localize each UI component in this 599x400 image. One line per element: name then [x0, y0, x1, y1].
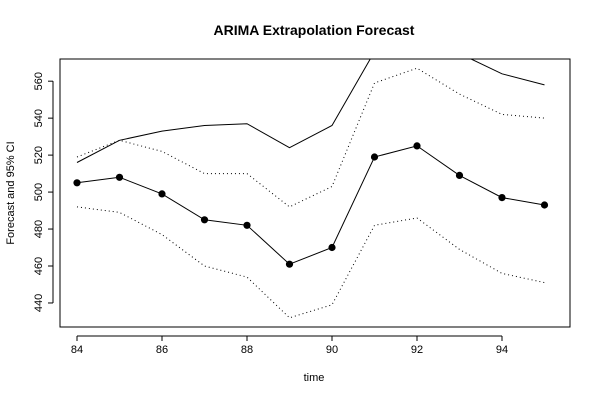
x-tick-label: 94 [496, 344, 508, 356]
forecast-point [498, 194, 506, 202]
forecast-point [73, 179, 81, 187]
chart-title: ARIMA Extrapolation Forecast [214, 22, 415, 38]
y-tick-label: 500 [33, 183, 45, 201]
forecast-point [455, 171, 464, 179]
forecast-point [285, 260, 294, 268]
x-axis-label: time [304, 372, 325, 384]
series-line-actual [76, 59, 545, 163]
forecast-point [540, 201, 549, 209]
y-tick-label: 560 [33, 72, 45, 90]
y-tick-label: 540 [33, 109, 45, 127]
series-line-upper-95 [76, 67, 545, 208]
forecast-point [158, 190, 166, 198]
series-line-forecast [76, 145, 545, 265]
series-layer [73, 59, 549, 319]
y-tick-label: 440 [33, 294, 45, 312]
forecast-point [200, 216, 209, 224]
forecast-point [370, 153, 379, 161]
forecast-point [115, 173, 124, 181]
x-tick-label: 86 [156, 344, 168, 356]
forecast-point [328, 243, 336, 252]
y-tick-label: 480 [33, 220, 45, 238]
y-axis-label: Forecast and 95% CI [5, 141, 17, 244]
x-tick-label: 92 [411, 344, 423, 356]
y-tick-label: 460 [33, 257, 45, 275]
y-tick-label: 520 [33, 146, 45, 164]
x-tick-label: 90 [326, 344, 338, 356]
x-tick-label: 88 [241, 344, 253, 356]
y-axis: 440 460 480 500 520 540 560 [33, 72, 54, 312]
x-tick-label: 84 [71, 344, 83, 356]
forecast-point [243, 221, 251, 229]
plot-frame [59, 58, 571, 328]
x-axis: 84 86 88 90 92 94 [71, 335, 508, 356]
series-line-lower-95 [76, 206, 545, 319]
forecast-point [413, 142, 421, 150]
